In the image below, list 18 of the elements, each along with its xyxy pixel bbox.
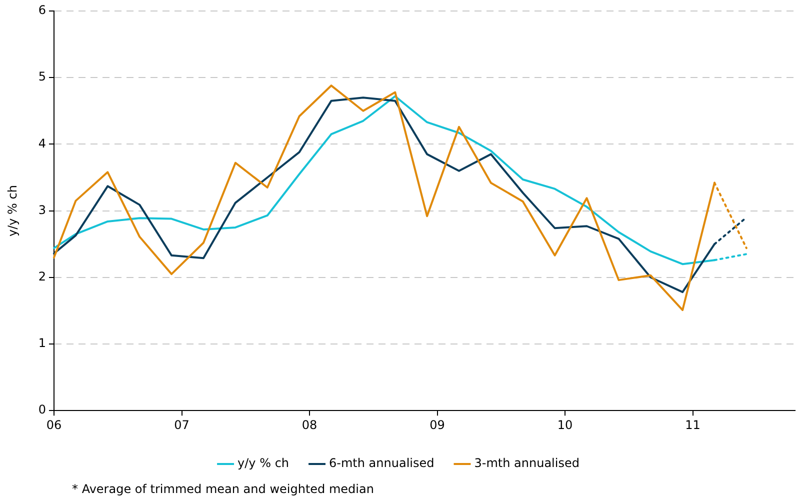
- x-tick-label: 10: [557, 418, 573, 432]
- legend-label: 6-mth annualised: [329, 456, 434, 470]
- x-tick-label: 06: [46, 418, 62, 432]
- x-tick-label: 08: [302, 418, 318, 432]
- x-tick-label: 07: [174, 418, 190, 432]
- y-axis-title: y/y % ch: [5, 185, 20, 237]
- x-tick-label: 11: [685, 418, 700, 432]
- y-tick-label: 1: [38, 336, 46, 350]
- y-tick-label: 3: [38, 202, 46, 217]
- x-tick-label: 09: [430, 418, 445, 432]
- y-tick-label: 4: [38, 136, 46, 150]
- text: * Average of trimmed mean and weighted median: [72, 482, 374, 496]
- y-tick-label: 2: [38, 270, 46, 284]
- y-tick-label: 6: [38, 3, 46, 18]
- legend-label: y/y % ch: [238, 456, 290, 470]
- y-tick-label: 5: [38, 70, 46, 84]
- y-tick-label: 0: [38, 402, 46, 417]
- legend-label: 3-mth annualised: [474, 456, 580, 470]
